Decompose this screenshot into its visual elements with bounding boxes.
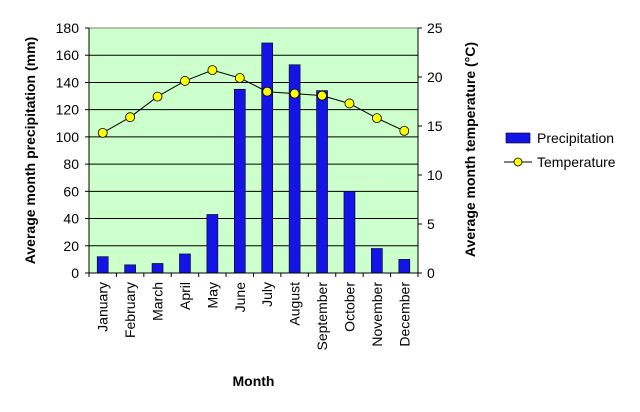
y2-tick-label: 25: [427, 20, 443, 36]
y2-tick-label: 15: [427, 118, 443, 134]
right-axis: 0 5 10 15 20 25: [417, 20, 443, 281]
legend: Precipitation Temperature: [504, 130, 616, 170]
precipitation-bar: [233, 88, 246, 274]
x-tick-label: August: [287, 282, 303, 326]
temperature-line: [102, 69, 405, 134]
y2-tick-label: 5: [427, 216, 435, 232]
y-tick-label: 20: [63, 238, 79, 254]
y-tick-label: 100: [56, 129, 80, 145]
precipitation-bar: [179, 253, 191, 274]
x-axis-title: Month: [233, 373, 275, 389]
temperature-point: [97, 127, 108, 138]
temperature-point: [344, 98, 355, 109]
y-tick-label: 40: [63, 211, 79, 227]
temperature-point: [262, 86, 273, 97]
y-tick-label: 180: [56, 20, 80, 36]
temperature-point: [399, 125, 410, 136]
precipitation-bar: [124, 264, 136, 274]
x-tick-label: September: [314, 282, 330, 351]
x-tick-label: November: [369, 282, 385, 347]
left-axis: 0 20 40 60 80 100 120 140 160 180: [56, 20, 90, 281]
temperature-point: [371, 113, 382, 124]
temperature-point: [125, 112, 136, 123]
y2-tick-label: 0: [427, 265, 435, 281]
precipitation-bar: [206, 214, 219, 274]
y-tick-label: 160: [56, 47, 80, 63]
x-tick-label: July: [259, 282, 275, 307]
precipitation-bar: [261, 42, 274, 274]
legend-label-precipitation: Precipitation: [537, 130, 614, 146]
temperature-point: [317, 90, 327, 101]
y-tick-label: 120: [56, 102, 80, 118]
temperature-point: [152, 91, 163, 102]
legend-swatch-precipitation: [505, 132, 531, 144]
y2-tick-label: 10: [427, 167, 443, 183]
y-tick-label: 80: [63, 156, 79, 172]
y2-axis-title: Average month temperature (°C): [462, 42, 478, 257]
x-tick-label: February: [122, 282, 138, 338]
x-tick-label: January: [95, 282, 111, 332]
plot-area: [88, 27, 419, 274]
temperature-point: [180, 76, 190, 86]
x-tick-label: May: [204, 282, 220, 308]
grid-lines: [89, 54, 418, 247]
y2-tick-label: 20: [427, 69, 443, 85]
legend-label-temperature: Temperature: [537, 154, 616, 170]
x-tick-label: December: [396, 282, 412, 347]
x-tick-label: October: [341, 282, 357, 332]
precipitation-bar: [371, 248, 383, 274]
y-tick-label: 140: [56, 74, 80, 90]
precipitation-bar: [343, 191, 356, 274]
precipitation-bar: [316, 90, 328, 274]
x-tick-label: April: [177, 282, 193, 310]
temperature-point: [289, 88, 300, 99]
axis-titles: Average month precipitation (mm) Average…: [22, 37, 478, 389]
x-tick-label: March: [150, 282, 166, 321]
precipitation-bar: [398, 259, 411, 274]
y-tick-label: 0: [71, 265, 79, 281]
temperature-points: [97, 65, 410, 138]
precipitation-bar: [96, 256, 109, 274]
x-tick-label: June: [232, 282, 248, 313]
y-axis-title: Average month precipitation (mm): [22, 37, 38, 264]
precipitation-bar: [151, 263, 164, 274]
temperature-point: [234, 73, 245, 83]
legend-swatch-temperature-marker: [513, 157, 523, 167]
temperature-point: [207, 65, 218, 76]
y-tick-label: 60: [63, 183, 79, 199]
x-axis: January February March April May June July Augu…: [88, 272, 419, 351]
